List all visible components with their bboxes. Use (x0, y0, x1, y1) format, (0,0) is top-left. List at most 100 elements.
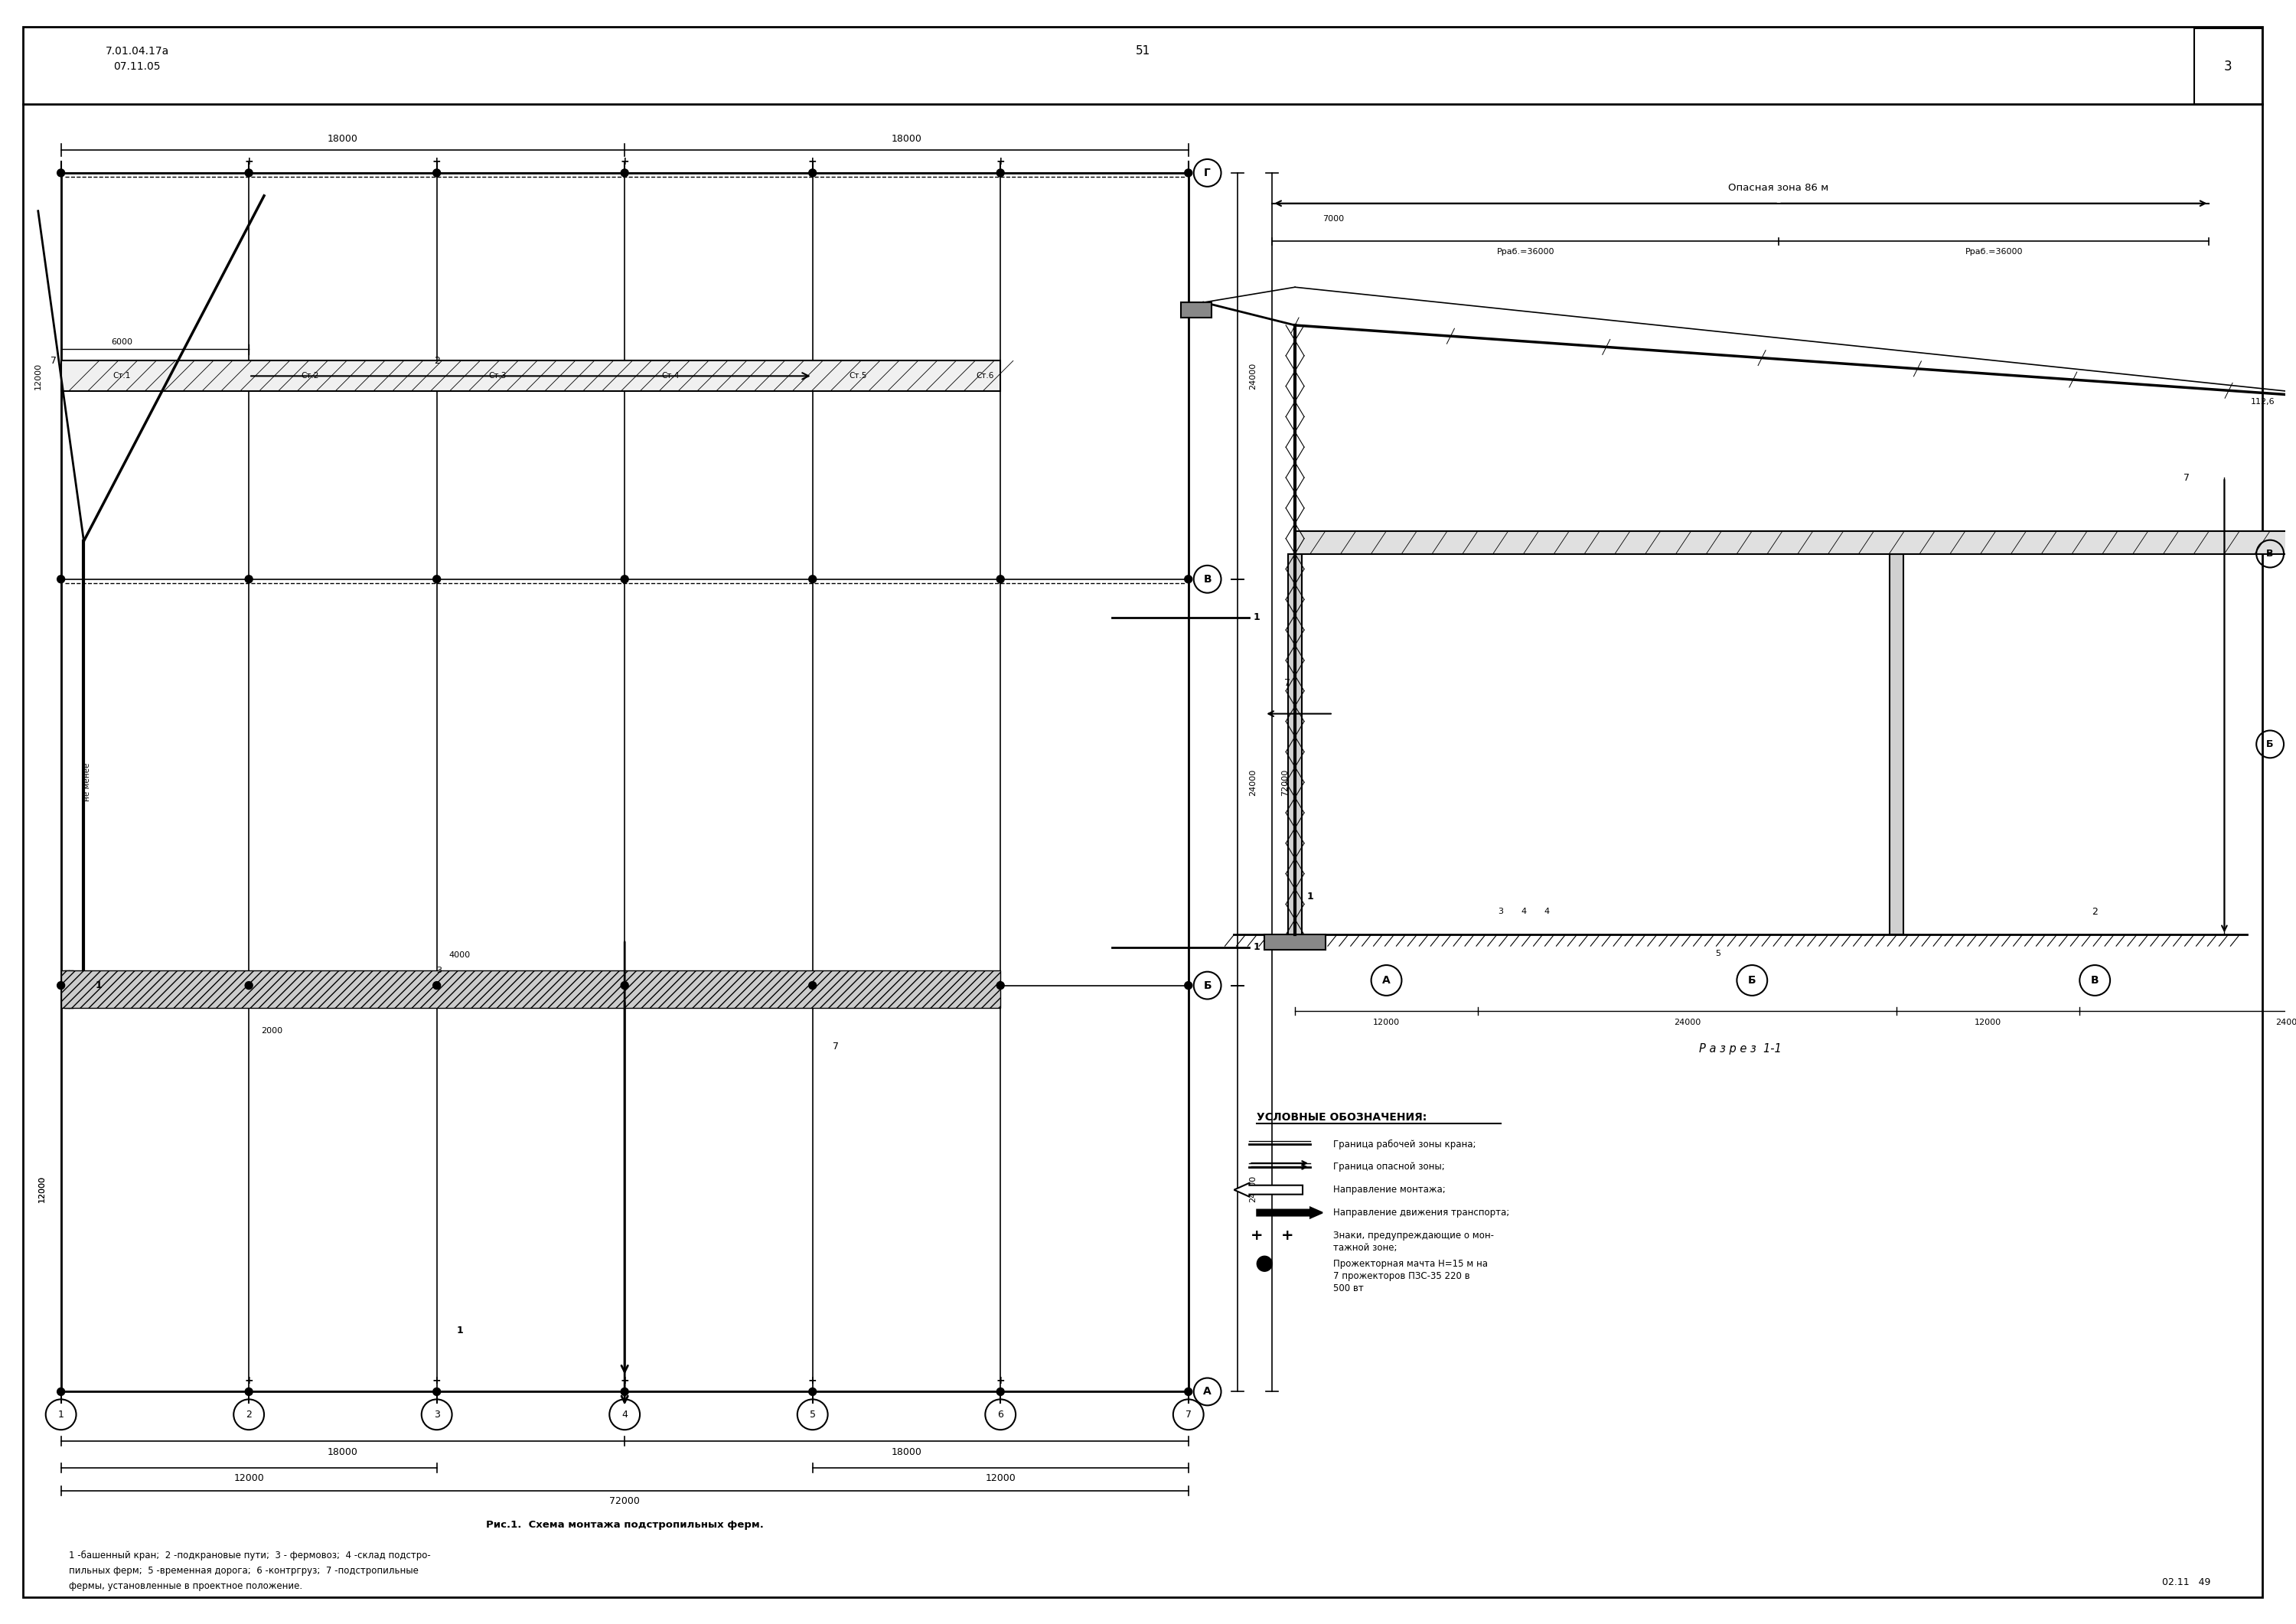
Text: В: В (1203, 573, 1212, 585)
Bar (1265, 935, 1325, 950)
Circle shape (996, 169, 1003, 177)
Bar (62, 970, 1001, 1009)
Text: 5: 5 (1715, 950, 1720, 958)
Text: 24000: 24000 (1249, 1176, 1256, 1202)
Circle shape (808, 575, 817, 583)
Text: ≪: ≪ (1274, 1259, 1286, 1268)
Text: Граница опасной зоны;: Граница опасной зоны; (1334, 1163, 1444, 1173)
Circle shape (57, 575, 64, 583)
Circle shape (1256, 1255, 1272, 1272)
Text: не менее: не менее (83, 763, 92, 802)
Circle shape (620, 575, 629, 583)
Text: 4000: 4000 (448, 952, 471, 958)
Text: 12000: 12000 (234, 1473, 264, 1483)
Circle shape (57, 981, 64, 989)
Text: Б: Б (2266, 739, 2273, 749)
Text: +: + (620, 1376, 629, 1385)
Text: 2: 2 (434, 356, 441, 365)
Text: 24000: 24000 (1249, 768, 1256, 796)
Text: Б: Б (1203, 979, 1212, 991)
Text: 24000: 24000 (2275, 1018, 2296, 1026)
Text: +: + (1251, 1228, 1263, 1242)
Bar (1288, 554, 1302, 935)
Text: Направление движения транспорта;: Направление движения транспорта; (1334, 1208, 1508, 1218)
Text: 02.11   49: 02.11 49 (2163, 1577, 2211, 1587)
Text: 1: 1 (1254, 942, 1261, 952)
Text: +: + (620, 156, 629, 167)
Circle shape (434, 169, 441, 177)
Circle shape (1185, 981, 1192, 989)
Circle shape (1185, 575, 1192, 583)
Text: Ст.6: Ст.6 (976, 372, 994, 380)
Text: 1: 1 (1306, 892, 1313, 901)
Text: 18000: 18000 (891, 1447, 921, 1457)
Circle shape (620, 169, 629, 177)
Text: 12000: 12000 (1975, 1018, 2002, 1026)
Text: 12000: 12000 (39, 1176, 46, 1202)
Text: Б: Б (1747, 974, 1756, 986)
Circle shape (808, 981, 817, 989)
Text: 12000: 12000 (985, 1473, 1015, 1483)
Text: Ст.1: Ст.1 (113, 372, 131, 380)
Text: 1: 1 (1254, 612, 1261, 622)
Text: 500 вт: 500 вт (1334, 1283, 1364, 1293)
Text: +: + (243, 1376, 253, 1385)
Circle shape (57, 1389, 64, 1395)
Text: Ст.2: Ст.2 (301, 372, 319, 380)
Text: 7: 7 (2183, 473, 2190, 482)
Bar (1295, 531, 2296, 554)
Circle shape (246, 575, 253, 583)
Text: 3: 3 (2225, 60, 2232, 73)
Text: 12000: 12000 (34, 362, 41, 390)
Text: 72000: 72000 (608, 1496, 641, 1507)
Bar (1890, 554, 1903, 935)
Text: 3: 3 (434, 1410, 441, 1419)
Text: Граница рабочей зоны крана;: Граница рабочей зоны крана; (1334, 1138, 1476, 1150)
Circle shape (808, 1389, 817, 1395)
Text: 12000: 12000 (1373, 1018, 1401, 1026)
Circle shape (808, 169, 817, 177)
Bar (62, 172, 1189, 1392)
Text: +: + (432, 1376, 441, 1385)
Text: Прожекторная мачта Н=15 м на: Прожекторная мачта Н=15 м на (1334, 1259, 1488, 1268)
Circle shape (1185, 169, 1192, 177)
Text: 7.01.04.17a: 7.01.04.17a (106, 45, 170, 57)
Text: Ст.5: Ст.5 (850, 372, 868, 380)
Text: Р а з р е з  1-1: Р а з р е з 1-1 (1699, 1043, 1782, 1054)
Text: 6000: 6000 (110, 338, 133, 346)
Text: 2: 2 (2092, 906, 2099, 918)
Text: 72000: 72000 (1281, 768, 1288, 796)
Bar (1180, 302, 1212, 318)
Circle shape (620, 981, 629, 989)
Text: 5: 5 (810, 1410, 815, 1419)
Text: тажной зоне;: тажной зоне; (1334, 1242, 1396, 1252)
Text: Рис.1.  Схема монтажа подстропильных ферм.: Рис.1. Схема монтажа подстропильных ферм… (487, 1520, 765, 1530)
Text: 1: 1 (57, 1410, 64, 1419)
Circle shape (996, 575, 1003, 583)
Circle shape (434, 575, 441, 583)
Text: 4: 4 (622, 1410, 627, 1419)
Text: Направление монтажа;: Направление монтажа; (1334, 1186, 1446, 1195)
Text: 18000: 18000 (891, 133, 921, 143)
Text: 1: 1 (457, 1325, 464, 1335)
Text: 07.11.05: 07.11.05 (113, 60, 161, 71)
Text: Ст.3: Ст.3 (489, 372, 507, 380)
Text: 4: 4 (1520, 908, 1527, 916)
Text: Рраб.=36000: Рраб.=36000 (1497, 248, 1554, 257)
Circle shape (1185, 1389, 1192, 1395)
Text: В: В (2092, 974, 2099, 986)
Text: УСЛОВНЫЕ ОБОЗНАЧЕНИЯ:: УСЛОВНЫЕ ОБОЗНАЧЕНИЯ: (1256, 1112, 1428, 1122)
Text: +: + (996, 1376, 1006, 1385)
Circle shape (246, 1389, 253, 1395)
Text: +: + (996, 156, 1006, 167)
FancyArrow shape (1256, 1207, 1322, 1218)
Text: +: + (243, 156, 253, 167)
Bar (62, 361, 1001, 391)
Text: 112,6: 112,6 (2250, 398, 2275, 406)
Text: 18000: 18000 (328, 1447, 358, 1457)
Circle shape (57, 169, 64, 177)
Text: Опасная зона 86 м: Опасная зона 86 м (1729, 184, 1830, 193)
Text: А: А (1203, 1387, 1212, 1397)
Circle shape (996, 981, 1003, 989)
Text: Г: Г (1203, 167, 1210, 179)
